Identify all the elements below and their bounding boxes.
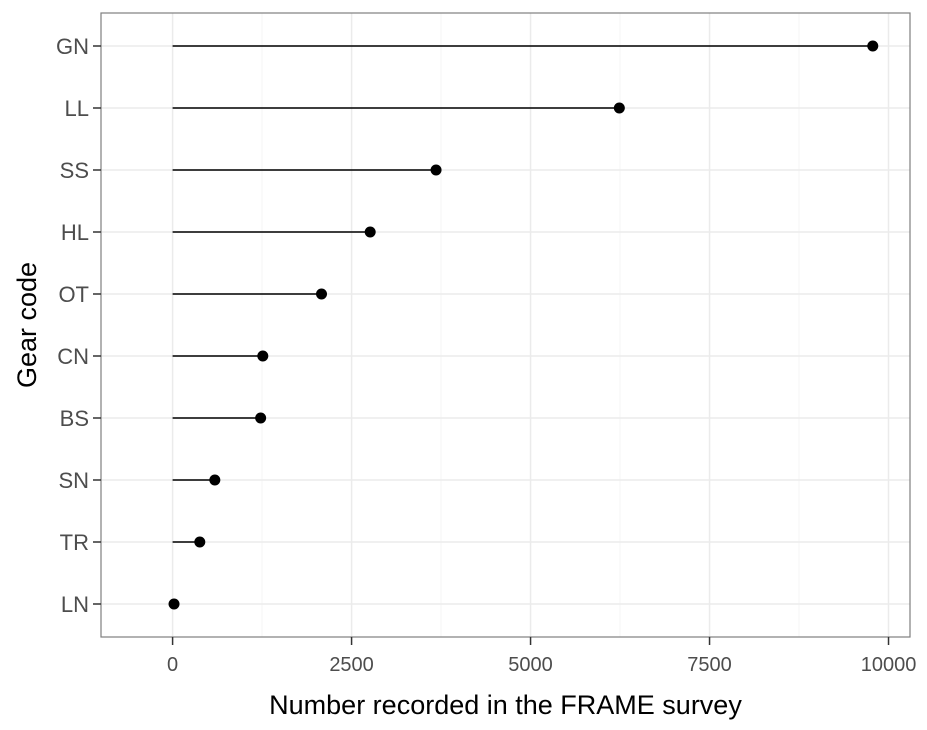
lollipop-stems — [172, 45, 873, 605]
x-tick-label: 0 — [167, 654, 178, 676]
y-tick-label-bs: BS — [60, 406, 89, 431]
point-ss — [430, 164, 442, 176]
y-tick-label-ot: OT — [58, 282, 89, 307]
point-cn — [257, 350, 269, 362]
y-tick-label-ss: SS — [60, 158, 89, 183]
x-tick-label: 2500 — [329, 654, 374, 676]
y-tick-label-cn: CN — [57, 344, 89, 369]
point-ot — [316, 288, 328, 300]
grid-lines — [101, 13, 910, 637]
y-tick-label-ll: LL — [65, 96, 89, 121]
x-tick-label: 10000 — [861, 654, 917, 676]
y-axis-title: Gear code — [12, 262, 42, 388]
point-ln — [168, 598, 180, 610]
y-tick-label-hl: HL — [61, 220, 89, 245]
point-bs — [255, 412, 267, 424]
point-tr — [194, 536, 206, 548]
panel-border — [100, 12, 911, 638]
y-tick-label-gn: GN — [56, 34, 89, 59]
y-tick-label-sn: SN — [58, 468, 89, 493]
point-ll — [613, 102, 625, 114]
x-axis-ticks: 0 2500 5000 7500 10000 — [167, 637, 916, 676]
lollipop-points — [168, 40, 879, 610]
x-tick-label: 7500 — [687, 654, 732, 676]
y-tick-label-ln: LN — [61, 592, 89, 617]
y-tick-label-tr: TR — [60, 530, 89, 555]
point-hl — [364, 226, 376, 238]
x-tick-label: 5000 — [508, 654, 553, 676]
point-sn — [209, 474, 221, 486]
point-gn — [867, 40, 879, 52]
x-axis-title: Number recorded in the FRAME survey — [269, 690, 742, 720]
y-axis-ticks: GN LL SS HL OT CN BS SN TR LN — [56, 34, 101, 617]
